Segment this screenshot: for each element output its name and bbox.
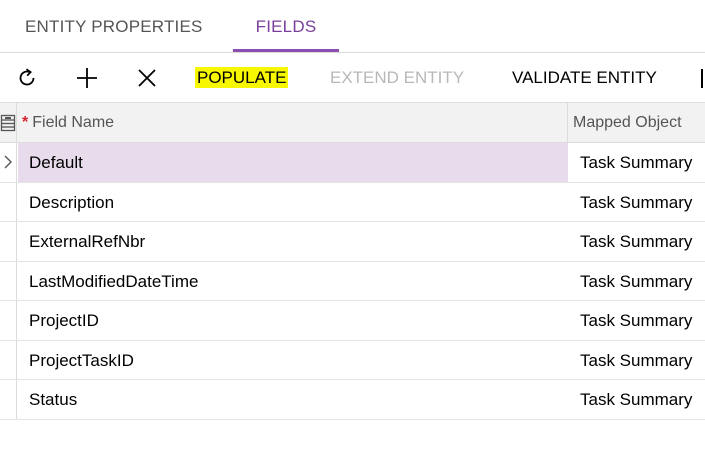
cell-mapped-object[interactable]: Task Summary: [580, 153, 693, 172]
column-header-mapped-object[interactable]: Mapped Object: [573, 114, 682, 131]
plus-icon: [77, 68, 97, 88]
column-settings-icon: [0, 114, 16, 132]
row-selector[interactable]: [0, 380, 17, 419]
cell-mapped-object[interactable]: Task Summary: [580, 271, 693, 291]
close-icon: [138, 69, 156, 87]
cell-field-name[interactable]: Status: [29, 390, 78, 409]
grid-header: * Field Name Mapped Object: [0, 103, 705, 143]
column-header-field-name-label: Field Name: [32, 114, 115, 131]
cell-mapped-object[interactable]: Task Summary: [580, 192, 693, 212]
table-row[interactable]: Status Task Summary: [0, 380, 705, 420]
cell-field-name[interactable]: ExternalRefNbr: [29, 232, 146, 251]
column-chooser-button[interactable]: [0, 103, 17, 143]
delete-button[interactable]: [134, 65, 160, 91]
table-row[interactable]: Default Task Summary: [0, 143, 705, 183]
active-tab-indicator: [233, 49, 339, 52]
validate-entity-button[interactable]: VALIDATE ENTITY: [512, 68, 657, 87]
toolbar: POPULATE EXTEND ENTITY VALIDATE ENTITY: [0, 53, 705, 103]
table-row[interactable]: ProjectTaskID Task Summary: [0, 340, 705, 380]
cell-field-name[interactable]: Default: [18, 143, 568, 182]
cell-field-name[interactable]: ProjectTaskID: [29, 350, 134, 370]
extend-entity-button[interactable]: EXTEND ENTITY: [330, 68, 465, 87]
populate-button[interactable]: POPULATE: [195, 53, 289, 103]
tab-fields[interactable]: FIELDS: [255, 17, 317, 36]
table-row[interactable]: Description Task Summary: [0, 182, 705, 222]
cell-mapped-object[interactable]: Task Summary: [580, 350, 693, 370]
table-row[interactable]: LastModifiedDateTime Task Summary: [0, 261, 705, 301]
row-selector[interactable]: [0, 261, 17, 300]
table-row[interactable]: ProjectID Task Summary: [0, 301, 705, 341]
add-button[interactable]: [74, 65, 100, 91]
row-selector[interactable]: [0, 340, 17, 379]
cell-field-name[interactable]: ProjectID: [29, 311, 99, 330]
row-selector[interactable]: [0, 301, 17, 340]
toolbar-divider: [701, 69, 703, 88]
cell-mapped-object[interactable]: Task Summary: [580, 311, 693, 330]
refresh-icon: [19, 68, 35, 86]
cell-field-name[interactable]: Description: [29, 192, 115, 212]
tab-bar: ENTITY PROPERTIES FIELDS: [0, 0, 705, 53]
populate-label: POPULATE: [195, 67, 289, 88]
chevron-right-icon: [4, 155, 12, 169]
cell-mapped-object[interactable]: Task Summary: [580, 390, 693, 409]
required-marker: *: [22, 114, 29, 131]
column-header-field-name[interactable]: * Field Name: [18, 103, 568, 143]
row-selector[interactable]: [0, 222, 17, 261]
refresh-button[interactable]: [14, 65, 40, 91]
cell-mapped-object[interactable]: Task Summary: [580, 232, 693, 251]
row-selector[interactable]: [0, 182, 17, 221]
tab-entity-properties[interactable]: ENTITY PROPERTIES: [25, 17, 203, 36]
table-row[interactable]: ExternalRefNbr Task Summary: [0, 222, 705, 262]
cell-field-name[interactable]: LastModifiedDateTime: [29, 271, 199, 291]
row-selector[interactable]: [0, 143, 17, 182]
